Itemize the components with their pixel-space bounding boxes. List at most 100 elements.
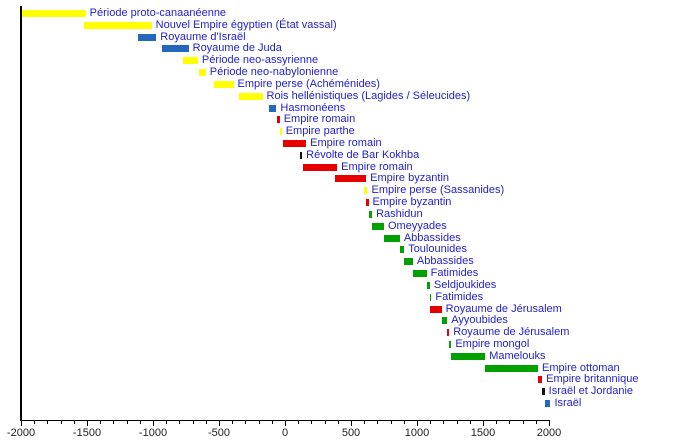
timeline-bar — [21, 10, 86, 17]
x-axis-minor-tick — [364, 421, 366, 424]
x-axis-tick-label: -1500 — [72, 427, 102, 439]
timeline-bar — [404, 258, 413, 266]
timeline-bar — [544, 400, 551, 408]
timeline-bar — [276, 116, 280, 124]
x-axis-minor-tick — [113, 421, 115, 424]
bar-label: Omeyyades — [388, 219, 447, 232]
x-axis-major-tick — [153, 421, 154, 426]
x-axis-minor-tick — [34, 421, 36, 424]
bar-label: Période neo-assyrienne — [201, 54, 319, 67]
timeline-bar — [441, 317, 448, 325]
x-axis-minor-tick — [258, 421, 260, 424]
timeline-bar — [161, 45, 189, 53]
x-axis-minor-tick — [271, 421, 273, 424]
x-axis-major-tick — [483, 421, 484, 426]
x-axis-minor-tick — [232, 421, 234, 424]
timeline-bar — [364, 187, 368, 195]
bar-label: Royaume de Jérusalem — [445, 302, 562, 315]
x-axis-major-tick — [549, 421, 550, 426]
bar-label: Empire romain — [310, 137, 382, 150]
bar-label: Hasmonéens — [280, 101, 346, 114]
x-axis-minor-tick — [456, 421, 458, 424]
timeline-bar — [300, 151, 303, 159]
bar-label: Empire byzantin — [372, 196, 452, 209]
x-axis-tick-label: 500 — [341, 427, 361, 439]
bar-label: Empire byzantin — [370, 172, 450, 185]
timeline-bar — [429, 293, 432, 301]
timeline-bar — [283, 140, 307, 148]
timeline-bar — [430, 305, 442, 313]
timeline-bar — [279, 128, 282, 136]
timeline-bar — [447, 329, 450, 337]
x-axis-minor-tick — [73, 421, 75, 424]
x-axis-minor-tick — [390, 421, 392, 424]
x-axis-major-tick — [87, 421, 88, 426]
x-axis-minor-tick — [192, 421, 194, 424]
bar-label: Période proto-canaanéenne — [89, 7, 227, 19]
timeline-bar — [239, 92, 263, 100]
timeline-bar — [182, 57, 198, 65]
x-axis-minor-tick — [535, 421, 537, 424]
x-axis-minor-tick — [403, 421, 405, 424]
timeline-bar — [412, 270, 427, 278]
x-axis-minor-tick — [443, 421, 445, 424]
x-axis-spine — [20, 419, 550, 421]
bar-label: Période neo-nabylonienne — [209, 66, 339, 79]
bar-label: Abbassides — [416, 255, 474, 268]
x-axis-minor-tick — [126, 421, 128, 424]
timeline-bar — [372, 222, 384, 230]
bar-label: Empire ottoman — [542, 361, 620, 374]
x-axis-minor-tick — [179, 421, 181, 424]
x-axis-tick-label: 1000 — [404, 427, 430, 439]
timeline-bar — [384, 234, 400, 242]
x-axis-minor-tick — [311, 421, 313, 424]
bar-label: Israël et Jordanie — [548, 385, 634, 398]
timeline-bar — [84, 21, 152, 29]
bar-label: Israël — [554, 397, 582, 410]
bar-label: Rois hellénistiques (Lagides / Séleucide… — [266, 89, 471, 102]
y-axis-spine — [20, 6, 22, 420]
bar-label: Empire mongol — [455, 337, 530, 350]
x-axis-tick-label: 1500 — [470, 427, 496, 439]
x-axis-tick-label: -1000 — [138, 427, 168, 439]
timeline-bar — [426, 281, 430, 289]
timeline-bar — [368, 210, 373, 218]
x-axis-minor-tick — [205, 421, 207, 424]
x-axis-minor-tick — [469, 421, 471, 424]
bar-label: Rashidun — [376, 207, 423, 220]
bar-label: Fatimides — [435, 290, 484, 303]
x-axis-tick-label: -2000 — [6, 427, 36, 439]
bar-label: Nouvel Empire égyptien (État vassal) — [155, 18, 337, 31]
timeline-bar — [334, 175, 367, 183]
bar-label: Révolte de Bar Kokhba — [306, 148, 420, 161]
x-axis-tick-label: 2000 — [536, 427, 562, 439]
timeline-bar — [449, 340, 452, 348]
x-axis-major-tick — [417, 421, 418, 426]
timeline-bar — [268, 104, 277, 112]
x-axis-major-tick — [285, 421, 286, 426]
x-axis-minor-tick — [100, 421, 102, 424]
timeline-bar — [451, 352, 486, 360]
timeline-bar — [213, 80, 234, 88]
x-axis-tick-label: -500 — [207, 427, 231, 439]
timeline-bar — [485, 364, 539, 372]
bar-label: Empire romain — [341, 160, 413, 173]
bar-label: Abbassides — [403, 231, 461, 244]
bar-label: Royaume d'Israël — [160, 30, 246, 43]
bar-label: Mamelouks — [489, 349, 546, 362]
bar-label: Fatimides — [430, 267, 479, 280]
bar-label: Ayyoubides — [451, 314, 508, 327]
bar-label: Empire parthe — [285, 125, 355, 138]
bar-label: Empire romain — [283, 113, 356, 126]
timeline-bar — [199, 69, 206, 77]
x-axis-minor-tick — [430, 421, 432, 424]
x-axis-minor-tick — [377, 421, 379, 424]
timeline-bar — [542, 388, 545, 396]
x-axis-major-tick — [351, 421, 352, 426]
x-axis-major-tick — [21, 421, 22, 426]
x-axis-minor-tick — [47, 421, 49, 424]
x-axis-major-tick — [219, 421, 220, 426]
x-axis-minor-tick — [324, 421, 326, 424]
x-axis-minor-tick — [522, 421, 524, 424]
